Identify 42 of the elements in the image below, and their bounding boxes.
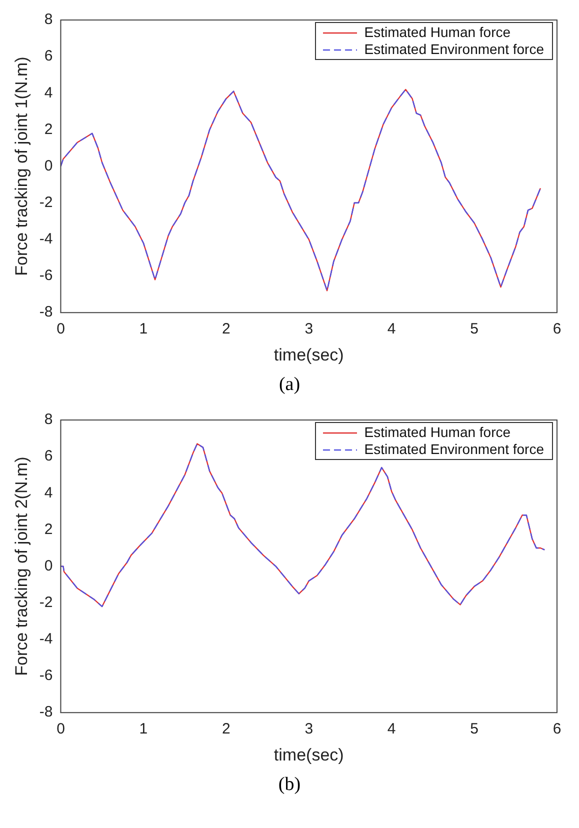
- y-tick-label: -6: [39, 667, 53, 684]
- y-tick-label: 4: [44, 484, 53, 502]
- x-tick-label: 0: [56, 720, 65, 738]
- x-tick-label: 4: [387, 320, 396, 338]
- y-tick-label: 6: [44, 448, 53, 465]
- y-tick-label: -4: [39, 230, 53, 248]
- x-tick-label: 2: [222, 320, 230, 338]
- x-tick-label: 2: [222, 720, 230, 738]
- x-tick-label: 3: [304, 720, 314, 738]
- x-tick-label: 1: [139, 320, 148, 338]
- legend-label: Estimated Environment force: [364, 441, 544, 458]
- y-axis-title: Force tracking of joint 1(N.m): [12, 56, 31, 276]
- x-axis-title: time(sec): [274, 745, 344, 764]
- y-tick-label: 0: [44, 557, 53, 574]
- y-tick-label: 4: [44, 84, 53, 102]
- y-tick-label: 8: [44, 411, 53, 428]
- text: (b): [277, 774, 302, 796]
- y-tick-label: -2: [39, 194, 53, 212]
- legend-label: Estimated Environment force: [364, 41, 544, 58]
- x-tick-label: 4: [387, 720, 396, 738]
- y-tick-label: 6: [44, 48, 53, 65]
- y-tick-label: -8: [39, 304, 53, 321]
- x-tick-label: 1: [139, 720, 148, 738]
- y-tick-label: -2: [39, 594, 53, 612]
- y-axis-title: Force tracking of joint 2(N.m): [12, 456, 31, 676]
- x-axis-title: time(sec): [274, 345, 344, 364]
- x-tick-label: 0: [56, 320, 65, 338]
- x-tick-label: 3: [304, 320, 314, 338]
- y-tick-label: 2: [44, 120, 53, 138]
- y-tick-label: -6: [39, 267, 53, 284]
- y-tick-label: -4: [39, 630, 53, 648]
- legend-label: Estimated Human force: [364, 24, 511, 41]
- x-tick-label: 5: [470, 720, 478, 738]
- text: (a): [278, 374, 302, 396]
- y-tick-label: 0: [44, 157, 53, 174]
- y-tick-label: 2: [44, 520, 53, 538]
- y-tick-label: -8: [39, 704, 53, 721]
- x-tick-label: 6: [552, 320, 562, 338]
- legend-label: Estimated Human force: [364, 424, 511, 441]
- x-tick-label: 6: [552, 720, 562, 738]
- y-tick-label: 8: [44, 11, 53, 28]
- x-tick-label: 5: [470, 320, 478, 338]
